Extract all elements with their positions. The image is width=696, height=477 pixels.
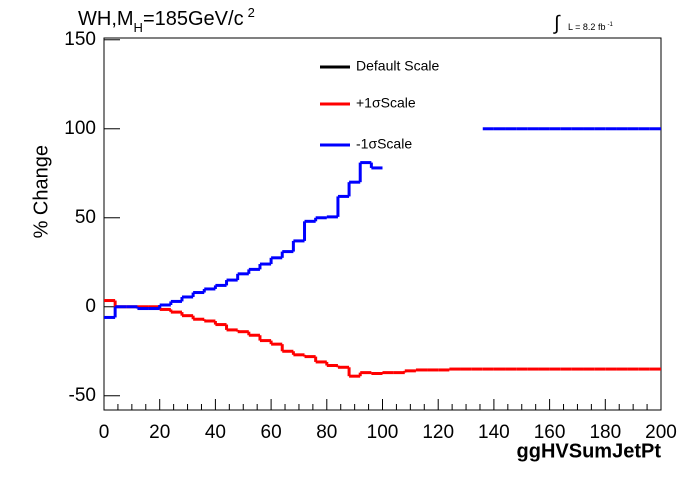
y-tick-label: -50 <box>69 385 96 406</box>
x-tick-label: 100 <box>367 422 399 443</box>
x-tick-label: 200 <box>645 422 677 443</box>
y-tick-label: 150 <box>64 29 96 50</box>
title-sub: H <box>134 20 143 35</box>
x-tick-label: 180 <box>589 422 621 443</box>
x-tick-label: 160 <box>534 422 566 443</box>
y-tick-label: 0 <box>85 296 96 317</box>
legend-label: -1σScale <box>356 136 412 152</box>
y-axis-label: % Change <box>30 145 52 238</box>
legend-label: +1σScale <box>356 95 416 111</box>
x-tick-label: 60 <box>261 422 282 443</box>
chart-title: WH,MH=185GeV/c 2 <box>78 5 255 35</box>
y-tick-label: 50 <box>75 207 96 228</box>
x-tick-label: 20 <box>149 422 170 443</box>
legend-label: Default Scale <box>356 58 439 74</box>
lumi-sup: -1 <box>607 22 613 28</box>
title-sup: 2 <box>248 5 255 20</box>
x-tick-label: 120 <box>422 422 454 443</box>
x-tick-label: 40 <box>205 422 226 443</box>
title-rest: =185GeV/c <box>143 8 244 30</box>
lumi-text: L = 8.2 fb <box>568 22 605 32</box>
lumi: L = 8.2 fb -1 <box>568 22 613 33</box>
x-tick-label: 140 <box>478 422 510 443</box>
lumi-integral: ∫ <box>553 12 561 34</box>
x-tick-label: 80 <box>316 422 337 443</box>
y-tick-label: 100 <box>64 118 96 139</box>
x-tick-label: 0 <box>99 422 110 443</box>
x-axis-label: ggHVSumJetPt <box>517 440 662 462</box>
title-main: WH,M <box>78 8 134 30</box>
